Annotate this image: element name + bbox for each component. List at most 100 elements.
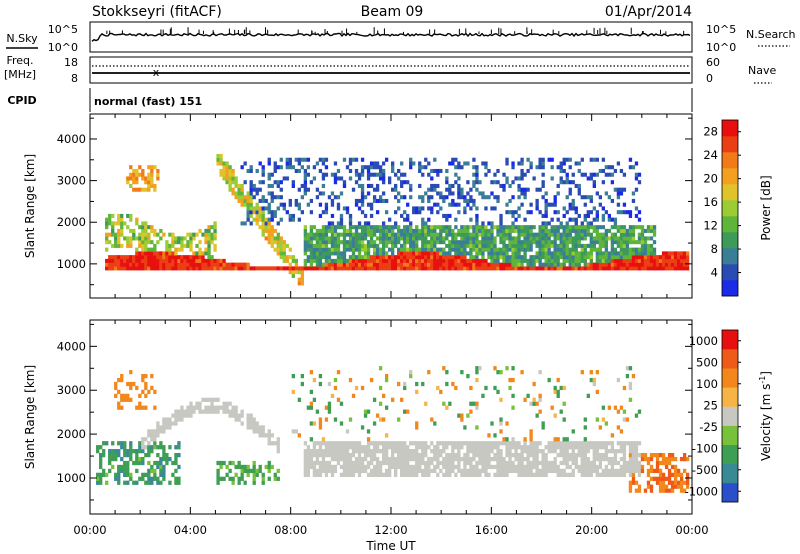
heatmap-cell <box>592 445 596 450</box>
heatmap-cell <box>306 157 311 162</box>
heatmap-cell <box>460 228 464 233</box>
heatmap-cell <box>168 262 172 267</box>
heatmap-cell <box>342 452 347 458</box>
heatmap-cell <box>138 266 142 271</box>
heatmap-cell <box>436 255 440 260</box>
heatmap-cell <box>276 247 280 252</box>
heatmap-cell <box>249 421 253 426</box>
heatmap-cell <box>448 460 452 466</box>
heatmap-cell <box>529 161 533 166</box>
heatmap-cell <box>544 255 548 260</box>
heatmap-cell <box>138 401 142 406</box>
heatmap-cell <box>189 413 193 418</box>
heatmap-cell <box>439 449 443 454</box>
heatmap-cell <box>508 236 512 241</box>
heatmap-cell <box>279 243 283 248</box>
heatmap-cell <box>156 476 160 481</box>
heatmap-cell <box>330 225 335 230</box>
heatmap-cell <box>547 258 551 263</box>
heatmap-cell <box>538 441 542 446</box>
heatmap-cell <box>183 262 187 267</box>
heatmap-cell <box>535 243 539 248</box>
heatmap-cell <box>511 468 515 474</box>
heatmap-cell <box>649 247 654 252</box>
heatmap-cell <box>628 445 633 450</box>
heatmap-cell <box>348 232 353 237</box>
heatmap-cell <box>631 460 636 466</box>
heatmap-cell <box>129 165 133 170</box>
heatmap-cell <box>375 210 380 215</box>
heatmap-cell <box>186 255 190 260</box>
heatmap-cell <box>180 243 184 248</box>
heatmap-cell <box>472 180 476 185</box>
heatmap-cell <box>553 255 557 260</box>
heatmap-cell <box>375 460 380 466</box>
heatmap-cell <box>448 232 452 237</box>
heatmap-cell <box>643 456 648 462</box>
heatmap-cell <box>589 251 593 256</box>
heatmap-cell <box>628 232 633 237</box>
heatmap-cell <box>622 255 627 260</box>
heatmap-cell <box>424 221 428 226</box>
heatmap-cell <box>634 266 639 271</box>
heatmap-cell <box>649 243 654 248</box>
colorbar-swatch <box>722 168 738 185</box>
heatmap-cell <box>427 232 431 237</box>
heatmap-cell <box>655 262 660 267</box>
heatmap-cell <box>351 157 356 162</box>
heatmap-cell <box>628 157 633 162</box>
heatmap-cell <box>439 258 443 263</box>
heatmap-cell <box>354 258 359 263</box>
heatmap-cell <box>258 217 262 222</box>
heatmap-cell <box>496 262 500 267</box>
heatmap-cell <box>418 232 422 237</box>
heatmap-cell <box>676 484 681 489</box>
heatmap-cell <box>475 165 479 170</box>
heatmap-cell <box>150 228 154 233</box>
heatmap-cell <box>565 236 569 241</box>
heatmap-cell <box>219 153 223 159</box>
heatmap-cell <box>622 251 627 256</box>
heatmap-cell <box>147 232 151 237</box>
heatmap-cell <box>496 251 500 256</box>
heatmap-cell <box>460 468 464 474</box>
heatmap-cell <box>436 202 440 207</box>
heatmap-cell <box>324 452 329 458</box>
heatmap-cell <box>327 247 332 252</box>
heatmap-cell <box>541 195 545 200</box>
heatmap-cell <box>397 232 401 237</box>
x-tick-label: 00:00 <box>675 523 708 537</box>
heatmap-cell <box>457 262 461 267</box>
heatmap-cell <box>685 262 690 267</box>
heatmap-cell <box>360 195 365 200</box>
heatmap-cell <box>123 397 127 402</box>
heatmap-cell <box>472 198 476 203</box>
heatmap-cell <box>565 240 569 245</box>
heatmap-cell <box>604 232 609 237</box>
heatmap-cell <box>514 266 518 271</box>
heatmap-cell <box>613 452 618 458</box>
heatmap-cell <box>415 210 419 215</box>
heatmap-cell <box>132 266 136 271</box>
heatmap-cell <box>493 225 497 230</box>
heatmap-cell <box>535 236 539 241</box>
heatmap-cell <box>288 161 292 166</box>
heatmap-cell <box>267 240 271 245</box>
heatmap-cell <box>430 262 434 267</box>
heatmap-cell <box>243 198 247 203</box>
heatmap-cell <box>523 191 527 196</box>
heatmap-cell <box>565 247 569 252</box>
heatmap-cell <box>135 221 139 226</box>
heatmap-cell <box>406 456 410 462</box>
heatmap-cell <box>601 213 606 218</box>
heatmap-cell <box>348 417 353 422</box>
heatmap-cell <box>159 472 163 477</box>
heatmap-cell <box>397 262 401 267</box>
heatmap-cell <box>381 393 386 398</box>
heatmap-cell <box>378 385 383 391</box>
heatmap-cell <box>634 480 639 485</box>
heatmap-cell <box>165 417 169 422</box>
heatmap-cell <box>394 243 398 248</box>
heatmap-cell <box>228 165 232 170</box>
heatmap-cell <box>412 449 416 454</box>
